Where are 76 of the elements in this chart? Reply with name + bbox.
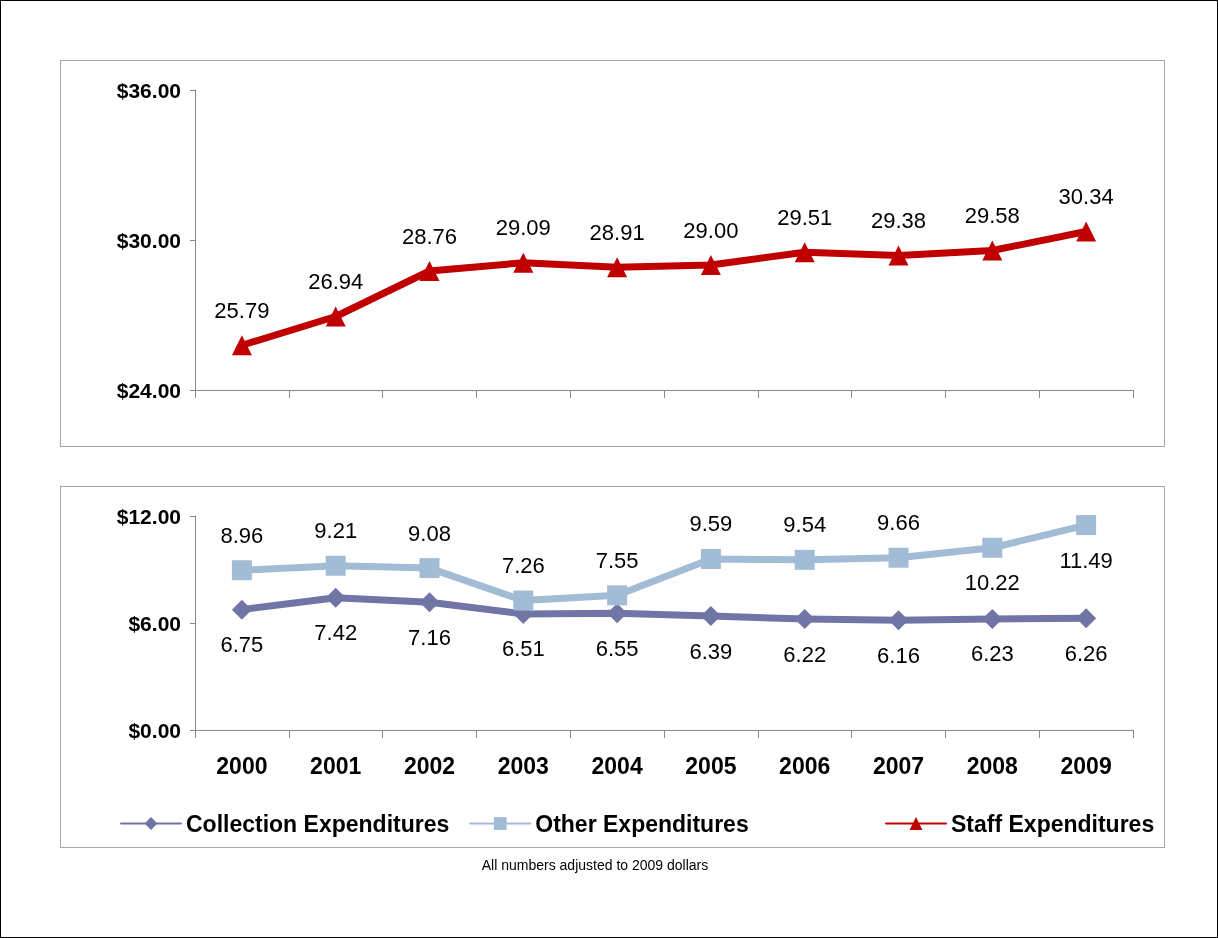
y-tick-label: $12.00 [116, 504, 181, 528]
data-label: 6.39 [689, 638, 733, 664]
point [982, 240, 1003, 261]
x-tick-label: 2003 [497, 752, 549, 779]
point [231, 335, 252, 356]
data-label: 25.79 [214, 297, 270, 323]
data-label: 6.23 [970, 641, 1014, 667]
data-label: 7.16 [408, 624, 451, 650]
y-tick-label: $36.00 [116, 78, 181, 102]
legend-label: Other Expenditures [535, 810, 749, 837]
point [1076, 608, 1097, 629]
point [888, 547, 909, 568]
data-label: 7.26 [501, 553, 545, 579]
data-label: 8.96 [220, 522, 264, 548]
x-tick-label: 2002 [403, 752, 456, 779]
point [607, 585, 628, 606]
point [794, 549, 815, 570]
point [325, 555, 346, 576]
data-label: 29.51 [777, 204, 833, 230]
x-tick-label: 2008 [966, 752, 1019, 779]
data-label: 9.54 [783, 512, 827, 538]
point [700, 255, 721, 275]
point [419, 558, 440, 579]
point [513, 590, 534, 611]
data-label: 7.42 [314, 620, 358, 646]
point [325, 306, 346, 327]
point [700, 548, 721, 569]
point [1076, 515, 1097, 536]
legend-label: Staff Expenditures [951, 810, 1155, 837]
data-label: 6.22 [783, 641, 827, 667]
point [325, 587, 346, 608]
point [1076, 221, 1097, 242]
point [794, 242, 815, 263]
data-label: 28.76 [401, 223, 458, 249]
x-tick-label: 2005 [685, 752, 737, 779]
data-label: 28.91 [589, 219, 645, 245]
data-label: 11.49 [1059, 547, 1113, 573]
point [231, 560, 252, 581]
data-label: 7.55 [595, 547, 639, 573]
data-label: 29.09 [495, 215, 551, 241]
point [888, 245, 909, 266]
data-label: 10.22 [964, 570, 1020, 596]
y-tick-label: $24.00 [116, 378, 181, 402]
x-tick-label: 2009 [1060, 752, 1112, 779]
y-tick-label: $30.00 [116, 228, 181, 252]
x-tick-label: 2006 [779, 752, 831, 779]
point [888, 610, 909, 631]
point [419, 592, 440, 613]
point [982, 537, 1003, 558]
point [794, 609, 815, 630]
x-tick-label: 2007 [872, 752, 925, 779]
legend-label: Collection Expenditures [186, 810, 450, 837]
x-tick-label: 2001 [310, 752, 362, 779]
data-label: 9.21 [314, 518, 358, 544]
data-label: 9.08 [408, 520, 451, 546]
point [513, 252, 534, 273]
x-tick-label: 2000 [216, 752, 268, 779]
data-label: 6.75 [220, 632, 264, 658]
data-label: 29.58 [964, 203, 1020, 228]
data-label: 9.66 [877, 510, 920, 536]
y-tick-label: $6.00 [128, 611, 181, 635]
data-label: 6.51 [501, 636, 545, 662]
data-label: 9.59 [689, 511, 733, 537]
data-label: 6.16 [877, 642, 920, 668]
data-label: 6.26 [1064, 640, 1108, 666]
data-label: 29.38 [870, 208, 927, 233]
y-tick-label: $0.00 [128, 718, 181, 742]
x-tick-label: 2004 [591, 752, 643, 779]
data-label: 30.34 [1058, 184, 1114, 209]
data-label: 6.55 [595, 635, 639, 661]
data-label: 26.94 [308, 269, 364, 294]
point [419, 261, 440, 281]
data-label: 29.00 [683, 217, 739, 243]
point [607, 257, 628, 278]
point [231, 599, 252, 620]
text: All numbers adjusted to 2009 dollars [480, 857, 710, 873]
